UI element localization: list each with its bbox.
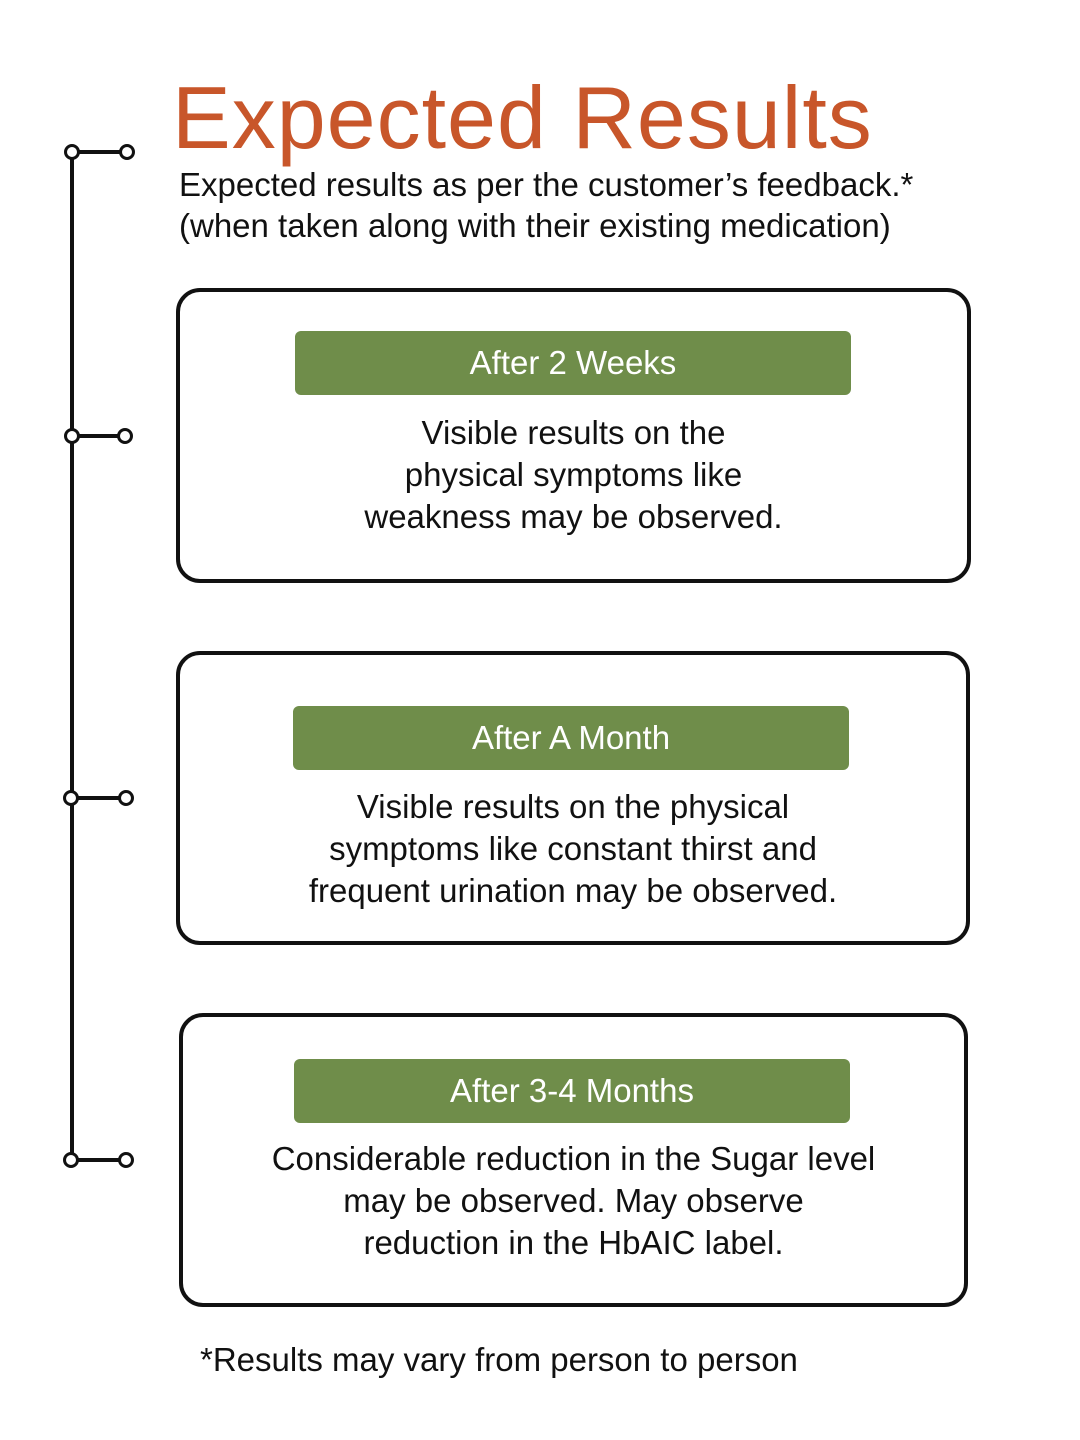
footnote: *Results may vary from person to person [200, 1341, 798, 1378]
timeline-node-stage-2 [63, 790, 134, 806]
description-line: frequent urination may be observed. [308, 872, 838, 909]
timeline-node-stage-3 [63, 1152, 134, 1168]
stage-card-3: After 3-4 Months Considerable reduction … [179, 1013, 968, 1307]
subtitle-line-2: (when taken along with their existing me… [179, 207, 891, 244]
description-line: may be observed. May observe [343, 1182, 804, 1219]
stage-description-3: Considerable reduction in the Sugar leve… [183, 1138, 964, 1264]
stage-label-3: After 3-4 Months [294, 1059, 850, 1123]
subtitle-line-1: Expected results as per the customer’s f… [179, 166, 914, 203]
stage-card-1: After 2 Weeks Visible results on the phy… [176, 288, 971, 583]
stage-label-2: After A Month [293, 706, 849, 770]
page-title: Expected Results [172, 68, 873, 167]
description-line: physical symptoms like [404, 456, 743, 493]
stage-label-1: After 2 Weeks [295, 331, 851, 395]
timeline-node-header [64, 144, 135, 160]
description-line: weakness may be observed. [364, 498, 783, 535]
description-line: Visible results on the [421, 414, 726, 451]
description-line: symptoms like constant thirst and [329, 830, 817, 867]
timeline-node-stage-1 [64, 428, 133, 444]
stage-description-1: Visible results on the physical symptoms… [180, 412, 967, 538]
description-line: Visible results on the physical [356, 788, 790, 825]
stage-card-2: After A Month Visible results on the phy… [176, 651, 970, 945]
description-line: Considerable reduction in the Sugar leve… [271, 1140, 876, 1177]
subtitle: Expected results as per the customer’s f… [179, 164, 913, 246]
stage-description-2: Visible results on the physical symptoms… [180, 786, 966, 912]
description-line: reduction in the HbAIC label. [363, 1224, 784, 1261]
